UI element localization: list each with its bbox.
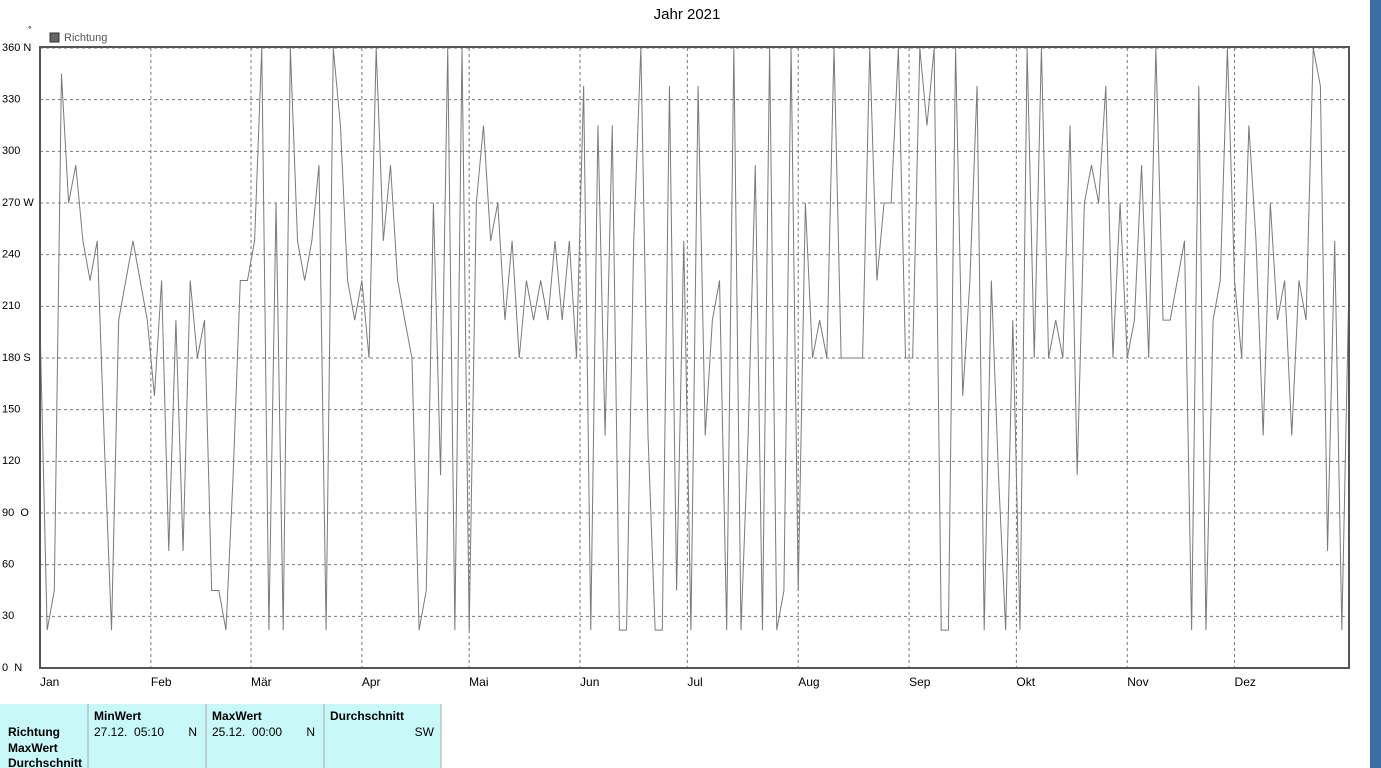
y-tick-label: 120: [2, 455, 20, 467]
legend-label: Richtung: [64, 32, 107, 44]
x-tick-label: Sep: [909, 675, 931, 689]
cell: SW: [415, 725, 435, 739]
x-tick-label: Jul: [687, 675, 702, 689]
x-tick-label: Jun: [580, 675, 599, 689]
x-tick-label: Apr: [362, 675, 381, 689]
y-tick-label: 210: [2, 300, 20, 312]
y-tick-label: 360 N: [2, 42, 31, 54]
y-tick-label: 300: [2, 145, 20, 157]
y-tick-label: 270 W: [2, 197, 34, 209]
y-tick-label: 30: [2, 610, 14, 622]
col-header: MinWert: [94, 709, 141, 723]
cell: 25.12. 00:00: [212, 725, 282, 739]
cell: N: [188, 725, 197, 739]
x-tick-label: Jan: [40, 675, 59, 689]
y-tick-label: 90 O: [2, 507, 29, 519]
row-label: Richtung: [8, 725, 60, 739]
line: [39, 47, 1350, 631]
y-tick-label: 330: [2, 94, 20, 106]
x-tick-label: Feb: [151, 675, 172, 689]
x-tick-label: Dez: [1235, 675, 1256, 689]
y-tick-label: 240: [2, 249, 20, 261]
cell: 27.12. 05:10: [94, 725, 164, 739]
x-tick-label: Mär: [251, 675, 272, 689]
row-label: Durchschnitt: [8, 756, 82, 768]
unit: °: [28, 24, 32, 34]
legend-swatch: [49, 32, 60, 43]
x-tick-label: Nov: [1127, 675, 1148, 689]
x-tick-label: Aug: [798, 675, 819, 689]
y-tick-label: 150: [2, 404, 20, 416]
side-strip: [1370, 0, 1381, 768]
row-label: MaxWert: [8, 741, 58, 755]
x-tick-label: Mai: [469, 675, 488, 689]
col-header: Durchschnitt: [330, 709, 404, 723]
col-header: MaxWert: [212, 709, 262, 723]
y-tick-label: 60: [2, 559, 14, 571]
chart-title: Jahr 2021: [654, 6, 721, 23]
y-tick-label: 0 N: [2, 662, 22, 674]
x-tick-label: Okt: [1016, 675, 1035, 689]
cell: N: [306, 725, 315, 739]
stats-panel: [0, 704, 441, 768]
plot-frame: [39, 46, 1350, 669]
y-tick-label: 180 S: [2, 352, 31, 364]
